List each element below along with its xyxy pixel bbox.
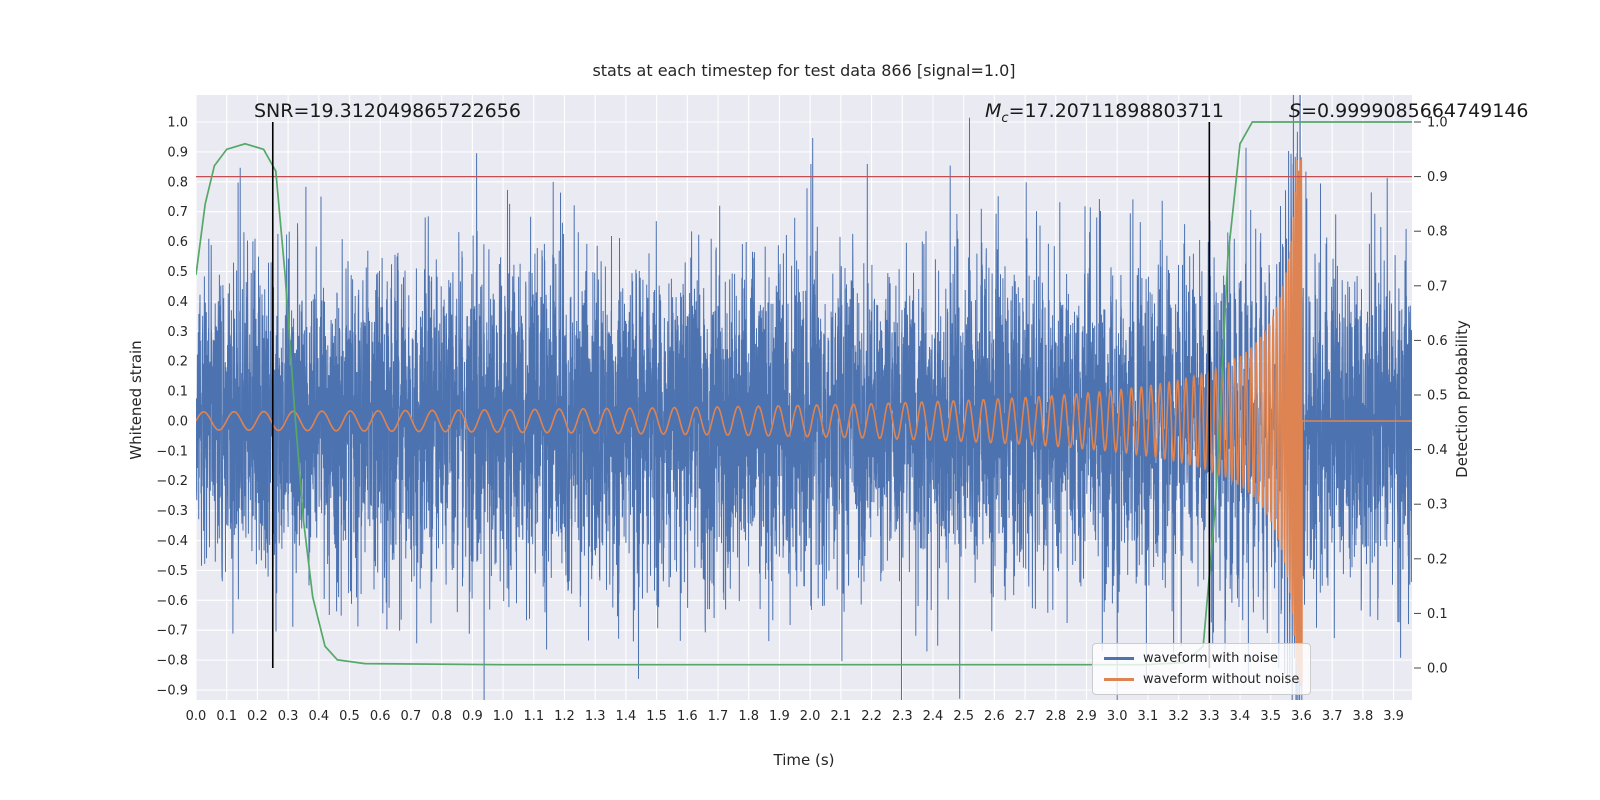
x-tick-label: 0.0 bbox=[186, 709, 207, 724]
x-tick-label: 1.1 bbox=[523, 709, 544, 724]
left-y-tick-label: −0.7 bbox=[156, 624, 188, 639]
left-y-tick-label: −0.1 bbox=[156, 444, 188, 459]
chart-title: stats at each timestep for test data 866… bbox=[592, 61, 1016, 80]
x-tick-label: 0.4 bbox=[308, 709, 329, 724]
annotation-mc-value: =17.20711898803711 bbox=[1008, 100, 1224, 122]
x-tick-label: 0.6 bbox=[370, 709, 391, 724]
left-y-tick-label: −0.2 bbox=[156, 474, 188, 489]
legend-item-without-noise: waveform without noise bbox=[1104, 672, 1299, 687]
x-tick-label: 3.9 bbox=[1383, 709, 1404, 724]
x-tick-label: 2.7 bbox=[1015, 709, 1036, 724]
x-tick-label: 0.2 bbox=[247, 709, 268, 724]
left-y-tick-label: 0.9 bbox=[167, 145, 188, 160]
x-tick-label: 1.6 bbox=[677, 709, 698, 724]
right-y-tick-label: 1.0 bbox=[1427, 116, 1448, 131]
x-tick-label: 2.8 bbox=[1045, 709, 1066, 724]
legend-line-without-noise bbox=[1104, 678, 1134, 681]
x-tick-label: 3.2 bbox=[1168, 709, 1189, 724]
x-tick-label: 2.5 bbox=[953, 709, 974, 724]
annotation-snr-value: =19.312049865722656 bbox=[293, 100, 521, 122]
left-y-tick-label: 1.0 bbox=[167, 116, 188, 131]
x-tick-label: 0.1 bbox=[216, 709, 237, 724]
left-y-tick-label: 0.8 bbox=[167, 175, 188, 190]
left-y-tick-label: 0.2 bbox=[167, 355, 188, 370]
right-y-tick-label: 0.5 bbox=[1427, 389, 1448, 404]
left-y-tick-label: −0.5 bbox=[156, 564, 188, 579]
right-y-tick-label: 0.8 bbox=[1427, 225, 1448, 240]
x-tick-label: 3.3 bbox=[1199, 709, 1220, 724]
left-y-tick-label: −0.3 bbox=[156, 504, 188, 519]
x-tick-label: 1.9 bbox=[769, 709, 790, 724]
right-y-tick-label: 0.3 bbox=[1427, 498, 1448, 513]
tick-labels: 0.0 0.1 0.2 0.3 0.4 0.5 0.6 0.7 0.8 0.9 1.0 1.1 1.2 1… bbox=[156, 116, 1447, 725]
annotation-mc-subscript: c bbox=[1001, 110, 1009, 126]
x-tick-label: 1.8 bbox=[738, 709, 759, 724]
left-y-tick-label: 0.4 bbox=[167, 295, 188, 310]
x-tick-label: 3.0 bbox=[1107, 709, 1128, 724]
right-tick-marks bbox=[1414, 121, 1421, 669]
x-tick-label: 1.4 bbox=[616, 709, 637, 724]
right-y-tick-label: 0.1 bbox=[1427, 607, 1448, 622]
x-tick-label: 2.4 bbox=[923, 709, 944, 724]
x-tick-label: 0.8 bbox=[431, 709, 452, 724]
x-tick-label: 0.3 bbox=[278, 709, 299, 724]
x-tick-label: 2.3 bbox=[892, 709, 913, 724]
annotation-mc-symbol: M bbox=[985, 100, 1002, 122]
x-tick-label: 3.5 bbox=[1260, 709, 1281, 724]
plot-series-group bbox=[196, 95, 1412, 700]
left-y-tick-label: −0.4 bbox=[156, 534, 188, 549]
left-y-tick-label: 0.3 bbox=[167, 325, 188, 340]
left-y-tick-label: 0.0 bbox=[167, 415, 188, 430]
x-tick-label: 1.5 bbox=[646, 709, 667, 724]
x-tick-label: 3.6 bbox=[1291, 709, 1312, 724]
right-y-tick-label: 0.4 bbox=[1427, 443, 1448, 458]
left-y-tick-label: 0.7 bbox=[167, 205, 188, 220]
y-axis-label-right: Detection probability bbox=[1453, 320, 1471, 478]
right-y-tick-label: 0.9 bbox=[1427, 170, 1448, 185]
x-tick-label: 2.0 bbox=[800, 709, 821, 724]
left-y-tick-label: 0.1 bbox=[167, 385, 188, 400]
left-y-tick-label: −0.9 bbox=[156, 684, 188, 699]
series-detection-probability bbox=[196, 121, 1412, 666]
left-y-tick-label: −0.8 bbox=[156, 654, 188, 669]
right-y-tick-label: 0.7 bbox=[1427, 279, 1448, 294]
x-tick-label: 1.7 bbox=[708, 709, 729, 724]
x-tick-label: 1.3 bbox=[585, 709, 606, 724]
x-tick-label: 1.2 bbox=[554, 709, 575, 724]
right-y-tick-label: 0.0 bbox=[1427, 662, 1448, 677]
x-tick-label: 3.8 bbox=[1353, 709, 1374, 724]
annotation-snr-symbol: SNR bbox=[254, 100, 294, 122]
x-tick-label: 2.9 bbox=[1076, 709, 1097, 724]
right-y-tick-label: 0.2 bbox=[1427, 552, 1448, 567]
left-y-tick-label: −0.6 bbox=[156, 594, 188, 609]
x-tick-label: 2.6 bbox=[984, 709, 1005, 724]
annotation-s-symbol: S bbox=[1289, 100, 1302, 122]
x-axis-label: Time (s) bbox=[773, 751, 835, 769]
annotation-snr: SNR=19.312049865722656 bbox=[254, 99, 521, 131]
legend-label-with-noise: waveform with noise bbox=[1143, 651, 1279, 666]
x-tick-label: 1.0 bbox=[493, 709, 514, 724]
annotation-s-value: =0.9999085664749146 bbox=[1301, 100, 1529, 122]
legend-line-with-noise bbox=[1104, 657, 1134, 660]
x-tick-label: 2.2 bbox=[861, 709, 882, 724]
x-tick-label: 0.7 bbox=[401, 709, 422, 724]
legend: waveform with noise waveform without noi… bbox=[1092, 643, 1312, 695]
x-tick-label: 0.5 bbox=[339, 709, 360, 724]
x-tick-label: 3.1 bbox=[1138, 709, 1159, 724]
x-tick-label: 0.9 bbox=[462, 709, 483, 724]
x-tick-label: 3.7 bbox=[1322, 709, 1343, 724]
x-tick-label: 3.4 bbox=[1230, 709, 1251, 724]
x-tick-label: 2.1 bbox=[830, 709, 851, 724]
annotation-mc: Mc=17.20711898803711 bbox=[985, 99, 1224, 131]
left-y-tick-label: 0.6 bbox=[167, 235, 188, 250]
left-y-tick-label: 0.5 bbox=[167, 265, 188, 280]
legend-item-with-noise: waveform with noise bbox=[1104, 651, 1299, 666]
legend-label-without-noise: waveform without noise bbox=[1143, 672, 1300, 687]
annotation-s: S=0.9999085664749146 bbox=[1289, 99, 1529, 131]
right-y-tick-label: 0.6 bbox=[1427, 334, 1448, 349]
y-axis-label-left: Whitened strain bbox=[127, 340, 145, 460]
